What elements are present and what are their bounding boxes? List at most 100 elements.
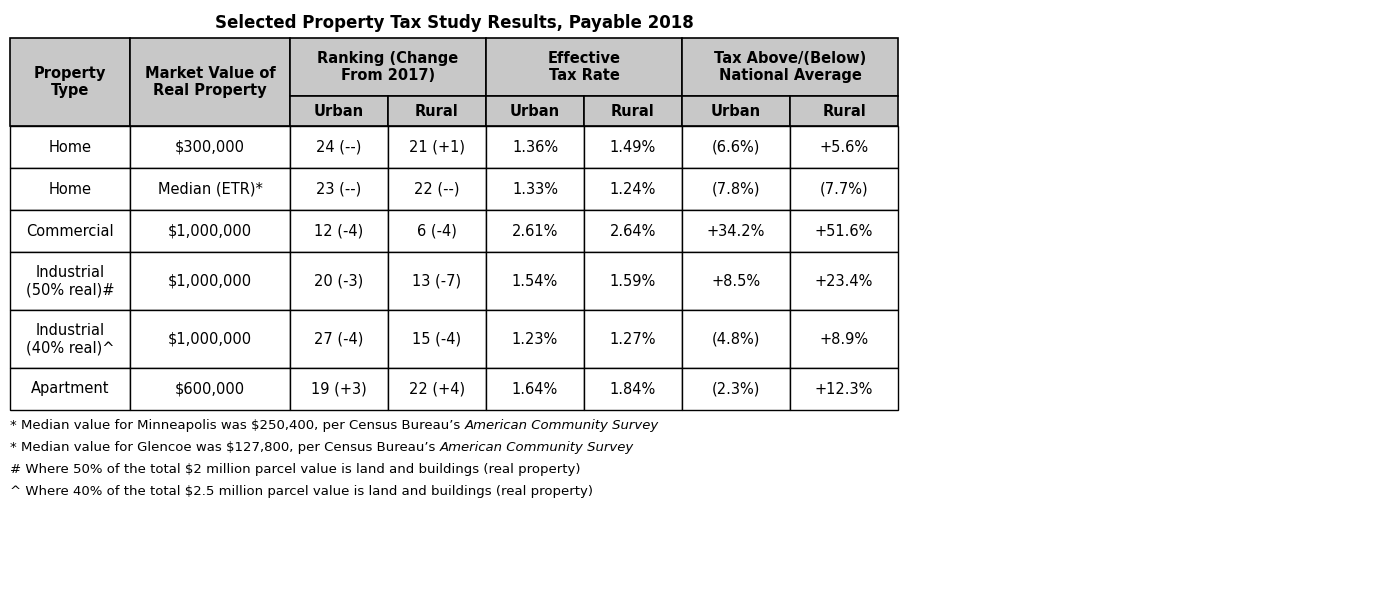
Bar — [790, 368, 898, 410]
Bar — [485, 126, 583, 168]
Text: Market Value of
Real Property: Market Value of Real Property — [145, 66, 276, 98]
Text: 13 (-7): 13 (-7) — [412, 274, 462, 288]
Bar — [683, 252, 790, 310]
Bar — [790, 168, 898, 210]
Text: Apartment: Apartment — [30, 381, 109, 397]
Bar — [790, 126, 898, 168]
Bar — [683, 126, 790, 168]
Text: Urban: Urban — [510, 103, 560, 118]
Text: Home: Home — [48, 139, 91, 155]
Bar — [583, 168, 683, 210]
Bar — [485, 38, 683, 96]
Text: 22 (--): 22 (--) — [414, 182, 459, 197]
Bar — [290, 38, 485, 96]
Bar — [10, 168, 130, 210]
Bar — [290, 368, 387, 410]
Bar — [290, 168, 387, 210]
Bar — [683, 368, 790, 410]
Text: Urban: Urban — [712, 103, 761, 118]
Bar — [583, 368, 683, 410]
Text: 6 (-4): 6 (-4) — [416, 224, 456, 238]
Text: # Where 50% of the total $2 million parcel value is land and buildings (real pro: # Where 50% of the total $2 million parc… — [10, 463, 581, 476]
Bar — [387, 168, 485, 210]
Bar — [485, 252, 583, 310]
Text: +12.3%: +12.3% — [815, 381, 873, 397]
Text: $1,000,000: $1,000,000 — [168, 224, 252, 238]
Bar — [290, 96, 387, 126]
Text: 12 (-4): 12 (-4) — [314, 224, 364, 238]
Text: Tax Above/(Below)
National Average: Tax Above/(Below) National Average — [714, 51, 866, 83]
Text: 27 (-4): 27 (-4) — [314, 331, 364, 346]
Bar — [683, 38, 898, 96]
Text: Industrial
(50% real)#: Industrial (50% real)# — [26, 265, 114, 297]
Bar — [10, 210, 130, 252]
Bar — [485, 368, 583, 410]
Bar — [130, 310, 290, 368]
Text: Urban: Urban — [314, 103, 364, 118]
Text: 23 (--): 23 (--) — [316, 182, 361, 197]
Text: 1.54%: 1.54% — [512, 274, 558, 288]
Bar — [683, 168, 790, 210]
Bar — [790, 96, 898, 126]
Text: Commercial: Commercial — [26, 224, 114, 238]
Text: American Community Survey: American Community Survey — [465, 418, 659, 431]
Text: 1.84%: 1.84% — [610, 381, 656, 397]
Bar — [790, 252, 898, 310]
Bar — [790, 310, 898, 368]
Text: 1.23%: 1.23% — [512, 331, 558, 346]
Text: 22 (+4): 22 (+4) — [410, 381, 465, 397]
Text: 19 (+3): 19 (+3) — [312, 381, 367, 397]
Bar — [485, 96, 583, 126]
Bar — [10, 310, 130, 368]
Bar — [290, 126, 387, 168]
Bar — [290, 210, 387, 252]
Bar — [790, 210, 898, 252]
Text: Home: Home — [48, 182, 91, 197]
Bar — [387, 96, 485, 126]
Bar — [387, 368, 485, 410]
Text: Rural: Rural — [611, 103, 655, 118]
Bar — [583, 310, 683, 368]
Text: (7.7%): (7.7%) — [819, 182, 869, 197]
Bar — [683, 96, 790, 126]
Text: +23.4%: +23.4% — [815, 274, 873, 288]
Text: $1,000,000: $1,000,000 — [168, 274, 252, 288]
Bar — [130, 168, 290, 210]
Text: +8.5%: +8.5% — [712, 274, 761, 288]
Text: 15 (-4): 15 (-4) — [412, 331, 462, 346]
Text: 1.59%: 1.59% — [610, 274, 656, 288]
Bar — [10, 38, 130, 126]
Text: Rural: Rural — [822, 103, 866, 118]
Text: Ranking (Change
From 2017): Ranking (Change From 2017) — [317, 51, 459, 83]
Bar — [290, 252, 387, 310]
Text: (6.6%): (6.6%) — [712, 139, 760, 155]
Text: ^ Where 40% of the total $2.5 million parcel value is land and buildings (real p: ^ Where 40% of the total $2.5 million pa… — [10, 485, 593, 498]
Bar — [130, 210, 290, 252]
Bar — [583, 210, 683, 252]
Text: $1,000,000: $1,000,000 — [168, 331, 252, 346]
Text: 2.61%: 2.61% — [512, 224, 558, 238]
Bar — [485, 310, 583, 368]
Text: 20 (-3): 20 (-3) — [314, 274, 364, 288]
Bar — [130, 368, 290, 410]
Text: $600,000: $600,000 — [175, 381, 245, 397]
Bar — [10, 252, 130, 310]
Text: 1.27%: 1.27% — [610, 331, 656, 346]
Text: +8.9%: +8.9% — [819, 331, 869, 346]
Bar — [10, 126, 130, 168]
Bar — [10, 368, 130, 410]
Text: 1.49%: 1.49% — [610, 139, 656, 155]
Text: 1.24%: 1.24% — [610, 182, 656, 197]
Bar — [583, 252, 683, 310]
Text: $300,000: $300,000 — [175, 139, 245, 155]
Text: * Median value for Glencoe was $127,800, per Census Bureau’s: * Median value for Glencoe was $127,800,… — [10, 440, 440, 453]
Bar — [683, 310, 790, 368]
Text: Rural: Rural — [415, 103, 459, 118]
Bar — [130, 38, 290, 126]
Bar — [683, 210, 790, 252]
Bar — [583, 126, 683, 168]
Bar — [485, 210, 583, 252]
Text: 1.33%: 1.33% — [512, 182, 558, 197]
Text: American Community Survey: American Community Survey — [440, 440, 634, 453]
Text: 1.64%: 1.64% — [512, 381, 558, 397]
